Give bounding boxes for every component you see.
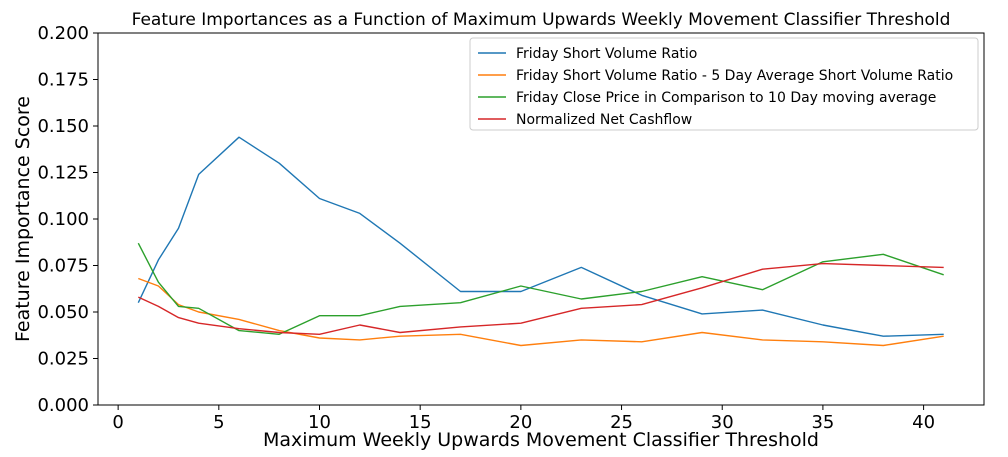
x-tick-label: 25: [610, 412, 633, 433]
y-tick-label: 0.075: [37, 256, 89, 277]
legend-label: Friday Close Price in Comparison to 10 D…: [516, 90, 936, 106]
series-line-2: [138, 277, 944, 347]
y-tick-label: 0.000: [37, 395, 89, 416]
series-line-3: [137, 242, 944, 335]
x-axis-label: Maximum Weekly Upwards Movement Classifi…: [263, 429, 819, 451]
chart-title: Feature Importances as a Function of Max…: [132, 10, 951, 30]
x-tick-label: 15: [409, 412, 432, 433]
y-tick-label: 0.150: [37, 116, 89, 137]
y-tick-label: 0.200: [37, 23, 89, 44]
legend-label: Friday Short Volume Ratio: [516, 46, 697, 62]
y-tick-label: 0.050: [37, 302, 89, 323]
x-tick-label: 35: [811, 412, 834, 433]
x-tick-label: 5: [213, 412, 224, 433]
x-tick-label: 30: [711, 412, 734, 433]
series-lines: [137, 136, 944, 347]
x-tick-label: 40: [912, 412, 935, 433]
y-tick-label: 0.125: [37, 163, 89, 184]
legend-item: Friday Short Volume Ratio - 5 Day Averag…: [478, 68, 953, 84]
legend-label: Normalized Net Cashflow: [516, 112, 692, 128]
legend-item: Normalized Net Cashflow: [478, 112, 692, 128]
x-tick-label: 0: [112, 412, 123, 433]
legend-box: [469, 37, 979, 131]
x-axis: 0 5 10 15 20 25 30 35 40: [112, 405, 935, 433]
y-axis: 0.000 0.025 0.050 0.075 0.100 0.125 0.150 0.175…: [37, 23, 98, 416]
y-tick-label: 0.175: [37, 70, 89, 91]
series-line-1: [137, 136, 944, 337]
y-tick-label: 0.025: [37, 349, 89, 370]
legend-label: Friday Short Volume Ratio - 5 Day Averag…: [516, 68, 953, 84]
y-axis-label: Feature Importance Score: [12, 96, 34, 342]
x-tick-label: 10: [308, 412, 331, 433]
series-line-4: [138, 262, 944, 335]
x-tick-label: 20: [509, 412, 532, 433]
legend-item: Friday Short Volume Ratio: [478, 46, 697, 62]
legend-item: Friday Close Price in Comparison to 10 D…: [478, 90, 936, 106]
y-tick-label: 0.100: [37, 209, 89, 230]
legend: Friday Short Volume Ratio Friday Short Vo…: [469, 37, 979, 131]
